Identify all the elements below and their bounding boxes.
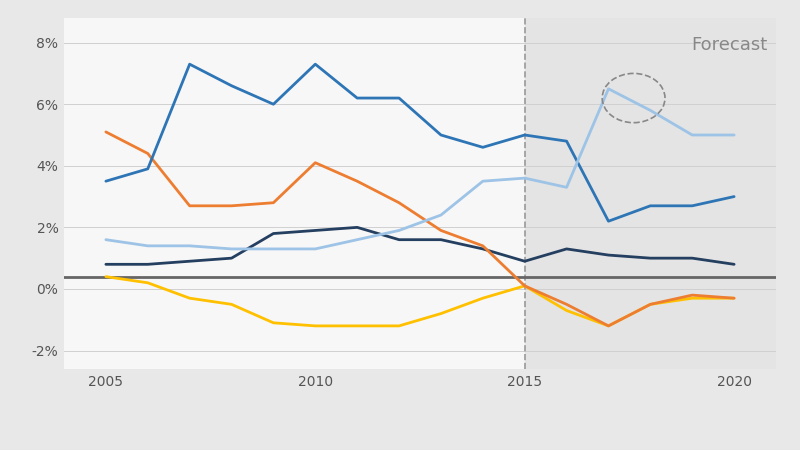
35-49 [520,283,530,288]
70+ [687,132,697,138]
35-49 [646,302,655,307]
35-49 [604,323,614,328]
18-34 [478,246,488,252]
50-59 [687,292,697,298]
18-34 [226,256,236,261]
35-49 [185,296,194,301]
50-59 [226,203,236,208]
60-69 [226,83,236,89]
60-69 [520,132,530,138]
70+ [520,176,530,181]
70+ [143,243,153,248]
70+ [310,246,320,252]
70+ [478,179,488,184]
50-59 [143,151,153,156]
35-49 [269,320,278,325]
35-49 [101,274,110,279]
18-34 [687,256,697,261]
60-69 [562,139,571,144]
50-59 [520,283,530,288]
18-34 [394,237,404,243]
60-69 [604,219,614,224]
35-49 [352,323,362,328]
50-59 [101,129,110,135]
35-49 [687,296,697,301]
60-69 [143,166,153,171]
18-34 [436,237,446,243]
70+ [562,184,571,190]
70+ [101,237,110,243]
Line: 35-49: 35-49 [106,277,734,326]
18-34 [269,231,278,236]
50-59 [604,323,614,328]
18-34 [352,225,362,230]
60-69 [394,95,404,101]
35-49 [436,311,446,316]
60-69 [269,102,278,107]
70+ [269,246,278,252]
70+ [226,246,236,252]
50-59 [436,228,446,233]
50-59 [562,302,571,307]
Line: 70+: 70+ [106,89,734,249]
50-59 [352,179,362,184]
Bar [525,18,800,369]
50-59 [310,160,320,166]
18-34 [185,259,194,264]
18-34 [646,256,655,261]
35-49 [394,323,404,328]
50-59 [185,203,194,208]
60-69 [687,203,697,208]
35-49 [310,323,320,328]
18-34 [730,261,739,267]
50-59 [646,302,655,307]
35-49 [143,280,153,285]
18-34 [520,259,530,264]
Text: Forecast: Forecast [691,36,768,54]
Line: 60-69: 60-69 [106,64,734,221]
Line: 18-34: 18-34 [106,227,734,264]
Line: 50-59: 50-59 [106,132,734,326]
70+ [394,228,404,233]
70+ [185,243,194,248]
60-69 [478,144,488,150]
18-34 [101,261,110,267]
18-34 [143,261,153,267]
60-69 [185,62,194,67]
50-59 [394,200,404,206]
50-59 [269,200,278,206]
70+ [604,86,614,91]
70+ [352,237,362,243]
35-49 [226,302,236,307]
18-34 [604,252,614,258]
50-59 [478,243,488,248]
35-49 [730,296,739,301]
60-69 [730,194,739,199]
60-69 [310,62,320,67]
50-59 [730,296,739,301]
60-69 [436,132,446,138]
60-69 [646,203,655,208]
70+ [436,212,446,218]
60-69 [352,95,362,101]
70+ [730,132,739,138]
35-49 [562,308,571,313]
70+ [646,108,655,113]
18-34 [562,246,571,252]
35-49 [478,296,488,301]
18-34 [310,228,320,233]
60-69 [101,179,110,184]
